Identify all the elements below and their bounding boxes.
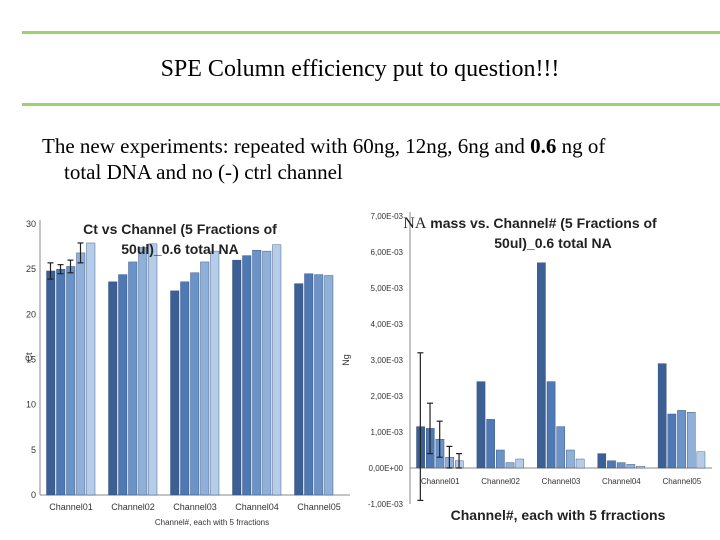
ct-chart-x-tick-label: Channel03: [173, 502, 217, 512]
na-chart-bar: [616, 462, 626, 469]
na-chart-x-tick-label: Channel01: [421, 477, 460, 486]
na-chart-x-axis-label: Channel#, each with 5 frractions: [451, 507, 666, 523]
subtitle-line2: total DNA and no (-) ctrl channel: [64, 160, 343, 184]
na-chart-bar: [686, 412, 696, 469]
na-chart-bar: [667, 413, 677, 469]
ct-chart-bar: [148, 243, 158, 496]
ct-chart-y-tick-label: 20: [26, 309, 36, 319]
na-chart-bar: [566, 449, 575, 469]
ct-chart-bar: [242, 255, 252, 496]
ct-chart-bar: [304, 273, 314, 496]
ct-chart-y-axis-label: Ct: [24, 352, 34, 361]
ct-chart-bar: [294, 283, 304, 496]
ct-chart-bar: [138, 247, 148, 496]
na-chart-title-line1: NA mass vs. Channel# (5 Fractions of: [403, 215, 657, 232]
ct-chart-y-tick-label: 30: [26, 219, 36, 229]
na-chart-bar: [496, 449, 505, 469]
na-chart-y-axis-label: Ng: [341, 354, 351, 366]
ct-chart-x-tick-label: Channel04: [235, 502, 279, 512]
ct-chart-bar: [190, 272, 200, 496]
na-chart-y-tick-label: -1,00E-03: [368, 500, 404, 509]
na-chart-y-tick-label: 4,00E-03: [371, 320, 404, 329]
ct-chart-bar: [314, 274, 324, 496]
na-chart-bar: [505, 462, 515, 469]
ct-chart-bar: [210, 250, 220, 496]
ct-chart-bar: [108, 281, 118, 496]
na-chart-bar: [626, 464, 636, 469]
na-chart-bar: [696, 451, 706, 469]
ct-chart-bar: [180, 281, 190, 496]
ct-chart-bar: [170, 290, 180, 496]
na-chart-y-tick-label: 3,00E-03: [371, 356, 404, 365]
ct-chart-bar: [272, 244, 282, 496]
na-chart-x-tick-label: Channel04: [602, 477, 641, 486]
subtitle-bold-value: 0.6: [530, 134, 557, 158]
na-chart-y-tick-label: 0,00E+00: [369, 464, 404, 473]
ct-chart-y-tick-label: 10: [26, 400, 36, 410]
ct-chart-y-tick-label: 0: [31, 490, 36, 500]
ct-chart-bar: [262, 250, 272, 496]
ct-chart-x-tick-label: Channel02: [111, 502, 155, 512]
na-chart-y-tick-label: 2,00E-03: [371, 392, 404, 401]
na-chart-title-rest: mass vs. Channel# (5 Fractions of: [426, 215, 657, 231]
ct-chart-y-tick-label: 5: [31, 445, 36, 455]
ct-chart-bar: [86, 242, 96, 496]
na-chart-y-tick-label: 7,00E-03: [371, 212, 404, 221]
ct-chart-y-tick-label: 25: [26, 264, 36, 274]
na-chart-bar: [515, 458, 524, 469]
na-chart-y-tick-label: 6,00E-03: [371, 248, 404, 257]
na-chart-bar: [556, 426, 566, 469]
na-chart-y-tick-label: 1,00E-03: [371, 428, 404, 437]
ct-chart-bar: [128, 261, 138, 496]
na-chart-y-tick-label: 5,00E-03: [371, 284, 404, 293]
na-chart-x-tick-label: Channel05: [662, 477, 701, 486]
ct-chart-title-line1: Ct vs Channel (5 Fractions of: [83, 221, 277, 237]
ct-chart-bar: [252, 249, 262, 496]
na-chart-bar: [677, 410, 686, 469]
top-accent-line: [22, 31, 720, 34]
na-chart-x-tick-label: Channel03: [542, 477, 581, 486]
na-chart-title-prefix: NA: [403, 215, 427, 232]
slide-subtitle: The new experiments: repeated with 60ng,…: [42, 133, 702, 185]
ct-chart-y-tick-label: 15: [26, 355, 36, 365]
na-chart-bar: [657, 363, 667, 469]
na-chart-bar: [546, 381, 556, 469]
bottom-accent-line: [22, 103, 720, 106]
na-chart-bar: [537, 262, 546, 469]
ct-chart-title-line2: 50ul)_0.6 total NA: [121, 241, 238, 257]
na-chart-bar: [486, 419, 495, 469]
na-chart-bar: [575, 458, 585, 469]
na-chart-x-tick-label: Channel02: [481, 477, 520, 486]
slide-title: SPE Column efficiency put to question!!!: [160, 56, 560, 82]
ct-chart-x-axis-label: Channel#, each with 5 frractions: [155, 518, 269, 527]
ct-chart-x-tick-label: Channel05: [297, 502, 341, 512]
ct-chart-bar: [324, 275, 334, 496]
na-chart-title-line2: 50ul)_0.6 total NA: [494, 235, 611, 251]
na-chart-bar: [636, 466, 645, 469]
ct-chart-bar: [118, 274, 128, 496]
ct-chart-bar: [232, 259, 242, 496]
subtitle-line1: The new experiments: repeated with 60ng,…: [42, 134, 531, 158]
na-chart-bar: [597, 453, 607, 469]
subtitle-line1-end: ng of: [556, 134, 606, 158]
ct-chart-bar: [200, 261, 210, 496]
na-chart-bar: [476, 381, 486, 469]
ct-chart-x-tick-label: Channel01: [49, 502, 93, 512]
na-chart-bar: [607, 460, 616, 469]
